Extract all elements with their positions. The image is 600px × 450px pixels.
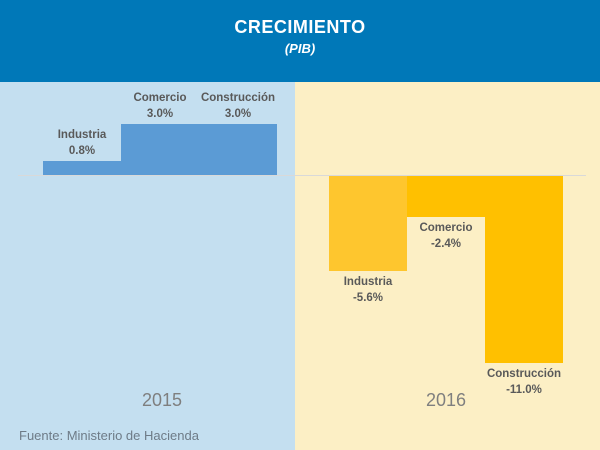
bar-2015-comercio: [121, 124, 199, 175]
bar-label-2016-construccion: Construcción -11.0%: [476, 366, 572, 398]
chart-title: CRECIMIENTO: [234, 17, 366, 37]
bar-value: -2.4%: [430, 238, 462, 250]
bar-value: -11.0%: [506, 384, 542, 396]
bar-sector-name: Comercio: [133, 92, 187, 104]
bar-label-2016-comercio: Comercio -2.4%: [398, 220, 494, 252]
bar-label-2016-industria: Industria -5.6%: [320, 274, 416, 306]
year-label-2015: 2015: [141, 390, 183, 410]
bar-2016-comercio: [407, 176, 485, 217]
bar-sector-name: Industria: [57, 129, 107, 141]
bar-value: -5.6%: [352, 292, 384, 304]
bar-2015-industria: [43, 161, 121, 175]
bar-2015-construccion: [199, 124, 277, 175]
zero-baseline-axis: [18, 175, 586, 176]
bar-label-2015-comercio: Comercio 3.0%: [112, 90, 208, 122]
bar-2016-industria: [329, 176, 407, 271]
bar-sector-name: Construcción: [486, 368, 562, 380]
bar-2016-construccion: [485, 176, 563, 363]
chart-subtitle: (PIB): [284, 41, 316, 56]
bar-value: 3.0%: [146, 108, 174, 120]
bar-label-2015-construccion: Construcción 3.0%: [190, 90, 286, 122]
source-note: Fuente: Ministerio de Hacienda: [19, 428, 199, 443]
bar-sector-name: Industria: [343, 276, 393, 288]
year-label-2016: 2016: [425, 390, 467, 410]
bar-sector-name: Construcción: [200, 92, 276, 104]
bar-label-2015-industria: Industria 0.8%: [34, 127, 130, 159]
bar-sector-name: Comercio: [419, 222, 473, 234]
chart-header: CRECIMIENTO (PIB): [0, 0, 600, 82]
bar-value: 3.0%: [224, 108, 252, 120]
bar-value: 0.8%: [68, 145, 96, 157]
